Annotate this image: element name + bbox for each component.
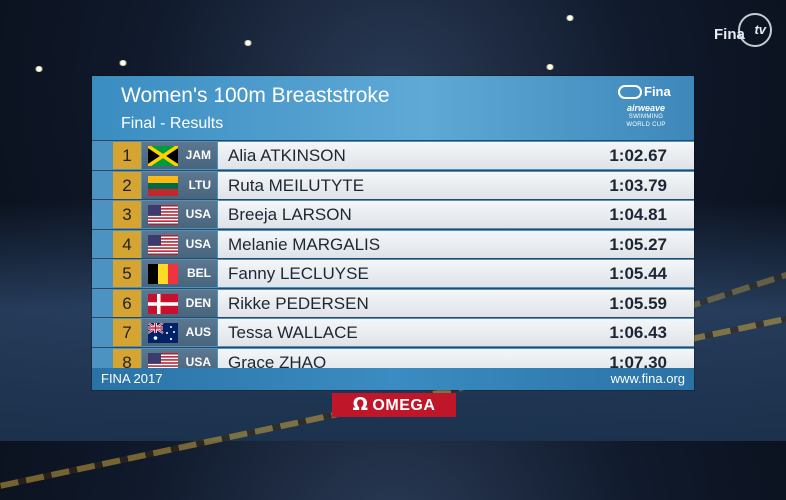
rank-badge: 6 bbox=[113, 289, 141, 317]
omega-logo: Ω OMEGA bbox=[332, 393, 456, 417]
event-subtitle: Final - Results bbox=[121, 115, 224, 132]
flag-bel-icon bbox=[148, 264, 178, 284]
athlete-name: Melanie MARGALIS bbox=[228, 234, 381, 254]
rank-badge: 2 bbox=[113, 171, 141, 199]
flag-jam-icon bbox=[148, 146, 178, 166]
finish-time: 1:05.44 bbox=[609, 264, 667, 283]
rank-number: 4 bbox=[122, 234, 132, 254]
athlete-cell: Tessa WALLACE 1:06.43 bbox=[218, 319, 694, 346]
country-code: USA bbox=[185, 354, 211, 369]
rank-number: 5 bbox=[122, 264, 132, 283]
country-cell: LTU bbox=[142, 171, 217, 199]
athlete-name: Rikke PEDERSEN bbox=[228, 293, 369, 313]
stadium-light bbox=[34, 66, 44, 72]
stadium-light bbox=[565, 15, 575, 21]
flag-aus-icon bbox=[148, 323, 178, 343]
stadium-light bbox=[118, 60, 128, 66]
athlete-name: Breeja LARSON bbox=[228, 205, 352, 224]
result-row: 3 USA Breeja LARSON 1:04.81 bbox=[92, 199, 694, 229]
country-code: USA bbox=[185, 207, 211, 221]
country-cell: DEN bbox=[142, 289, 217, 317]
athlete-cell: Rikke PEDERSEN 1:05.59 bbox=[218, 289, 694, 317]
country-code: BEL bbox=[187, 266, 211, 280]
rank-badge: 3 bbox=[113, 201, 141, 228]
athlete-name: Grace ZHAO bbox=[228, 352, 327, 372]
world-cup-logo: Fina airweave SWIMMING WORLD CUP bbox=[606, 82, 686, 136]
footer-website: www.fina.org bbox=[610, 371, 685, 386]
results-list: 1 JAM Alia ATKINSON 1:02.67 2 LTU Ruta M… bbox=[92, 140, 694, 376]
athlete-name: Fanny LECLUYSE bbox=[228, 264, 369, 283]
country-code: USA bbox=[185, 236, 211, 251]
athlete-cell: Breeja LARSON 1:04.81 bbox=[218, 201, 694, 228]
rank-number: 8 bbox=[122, 352, 132, 372]
flag-den-icon bbox=[148, 293, 178, 314]
country-cell: USA bbox=[142, 230, 217, 258]
athlete-cell: Ruta MEILUTYTE 1:03.79 bbox=[218, 171, 694, 199]
stadium-light bbox=[243, 40, 253, 46]
result-row: 1 JAM Alia ATKINSON 1:02.67 bbox=[92, 140, 694, 170]
fina-wave-icon bbox=[618, 85, 642, 99]
sponsor-fina: Fina bbox=[644, 84, 671, 99]
country-cell: JAM bbox=[142, 142, 217, 169]
results-board: Women's 100m Breaststroke Final - Result… bbox=[92, 76, 694, 390]
rank-number: 3 bbox=[122, 205, 132, 224]
flag-ltu-icon bbox=[148, 175, 178, 196]
country-cell: AUS bbox=[142, 319, 217, 346]
fina-tv-logo: Fina tv bbox=[712, 13, 772, 51]
sponsor-series-line2: WORLD CUP bbox=[626, 122, 666, 128]
rank-number: 2 bbox=[122, 175, 132, 195]
result-row: 5 BEL Fanny LECLUYSE 1:05.44 bbox=[92, 258, 694, 288]
rank-badge: 4 bbox=[113, 230, 141, 258]
result-row: 2 LTU Ruta MEILUTYTE 1:03.79 bbox=[92, 169, 694, 200]
athlete-cell: Alia ATKINSON 1:02.67 bbox=[218, 142, 694, 169]
rank-number: 6 bbox=[122, 293, 132, 313]
sponsor-airweave: airweave bbox=[626, 103, 666, 113]
fina-tv-suffix: tv bbox=[754, 22, 766, 37]
finish-time: 1:04.81 bbox=[609, 205, 667, 224]
event-title: Women's 100m Breaststroke bbox=[121, 84, 390, 107]
country-cell: USA bbox=[142, 201, 217, 228]
result-row: 6 DEN Rikke PEDERSEN 1:05.59 bbox=[92, 287, 694, 318]
rank-badge: 5 bbox=[113, 260, 141, 287]
rank-badge: 1 bbox=[113, 142, 141, 169]
country-code: JAM bbox=[185, 148, 211, 162]
country-code: DEN bbox=[185, 295, 211, 310]
athlete-cell: Fanny LECLUYSE 1:05.44 bbox=[218, 260, 694, 287]
omega-wordmark: OMEGA bbox=[372, 397, 436, 414]
stadium-light bbox=[545, 64, 555, 70]
finish-time: 1:05.59 bbox=[609, 293, 667, 313]
result-row: 4 USA Melanie MARGALIS 1:05.27 bbox=[92, 228, 694, 259]
country-cell: BEL bbox=[142, 260, 217, 287]
country-code: LTU bbox=[188, 177, 211, 192]
athlete-name: Tessa WALLACE bbox=[228, 323, 358, 342]
omega-symbol-icon: Ω bbox=[352, 394, 369, 415]
board-footer: FINA 2017 www.fina.org bbox=[92, 368, 694, 390]
fina-tv-word: Fina bbox=[714, 26, 745, 43]
finish-time: 1:06.43 bbox=[609, 323, 667, 342]
sponsor-series-line1: SWIMMING bbox=[628, 114, 664, 120]
footer-event-label: FINA 2017 bbox=[101, 371, 163, 386]
athlete-name: Ruta MEILUTYTE bbox=[228, 175, 365, 195]
athlete-name: Alia ATKINSON bbox=[228, 146, 346, 165]
board-header: Women's 100m Breaststroke Final - Result… bbox=[92, 76, 694, 140]
rank-badge: 7 bbox=[113, 319, 141, 346]
rank-number: 1 bbox=[122, 146, 132, 165]
finish-time: 1:02.67 bbox=[609, 146, 667, 165]
tv-ring-icon bbox=[738, 13, 772, 47]
finish-time: 1:05.27 bbox=[609, 234, 667, 254]
result-row: 7 AUS Tessa WALLACE 1:06.43 bbox=[92, 317, 694, 347]
rank-number: 7 bbox=[122, 323, 132, 342]
finish-time: 1:03.79 bbox=[609, 175, 667, 195]
flag-usa-icon bbox=[148, 205, 178, 225]
country-code: AUS bbox=[185, 325, 211, 339]
flag-usa-icon bbox=[148, 234, 178, 255]
athlete-cell: Melanie MARGALIS 1:05.27 bbox=[218, 230, 694, 258]
finish-time: 1:07.30 bbox=[609, 352, 667, 372]
